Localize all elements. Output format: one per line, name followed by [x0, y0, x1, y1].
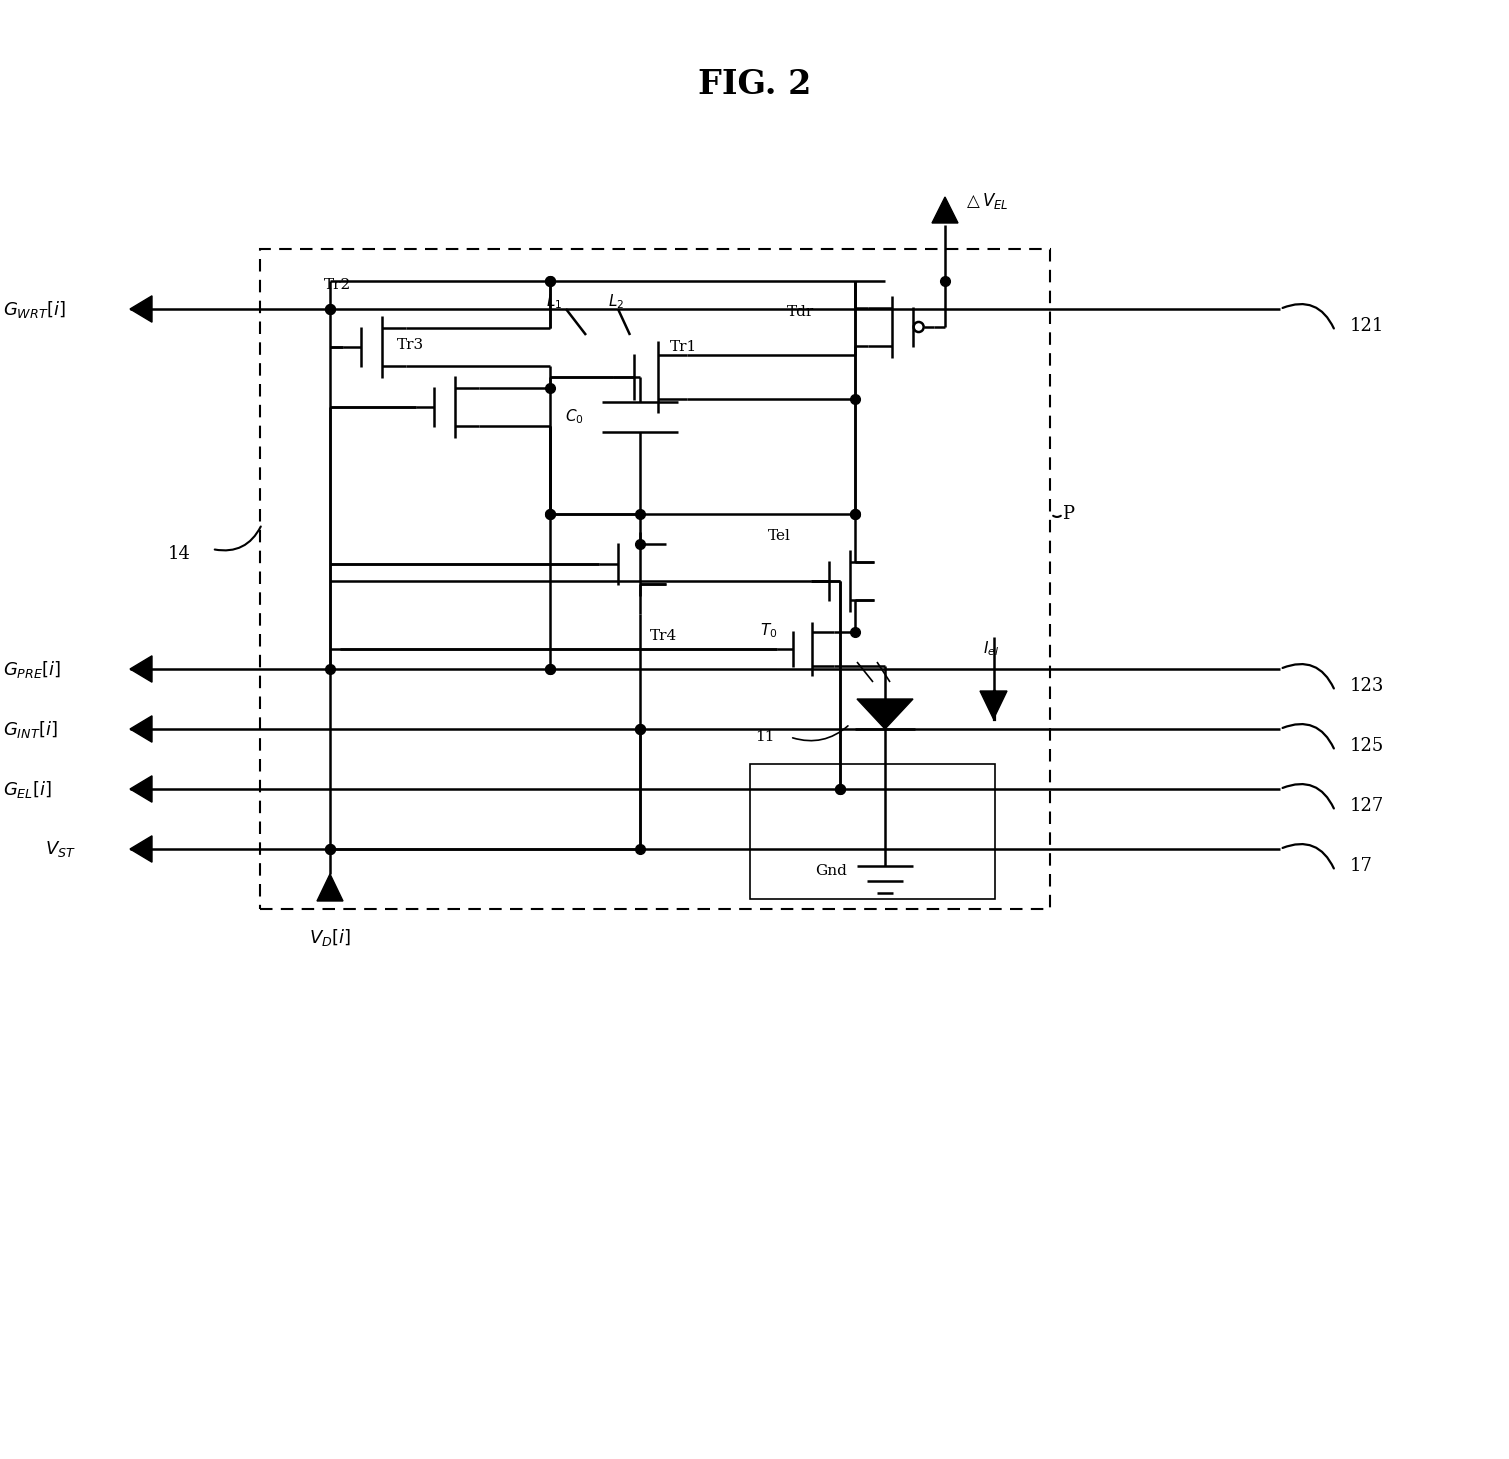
- Text: FIG. 2: FIG. 2: [699, 67, 812, 101]
- Polygon shape: [979, 692, 1007, 719]
- Text: Tdr: Tdr: [788, 305, 815, 320]
- Text: 14: 14: [167, 546, 190, 563]
- Polygon shape: [317, 874, 343, 902]
- Text: 11: 11: [754, 730, 774, 744]
- Text: 125: 125: [1351, 737, 1384, 754]
- Text: Tr3: Tr3: [397, 338, 424, 352]
- Text: $V_{ST}$: $V_{ST}$: [45, 839, 75, 859]
- Text: $G_{WRT}[i]$: $G_{WRT}[i]$: [3, 299, 66, 320]
- Text: $C_0$: $C_0$: [564, 407, 584, 426]
- Text: $L_2$: $L_2$: [608, 293, 625, 311]
- Polygon shape: [130, 836, 152, 862]
- Text: 121: 121: [1351, 317, 1384, 336]
- Text: Gnd: Gnd: [815, 864, 847, 878]
- Text: 17: 17: [1351, 856, 1373, 875]
- Text: $G_{INT}[i]$: $G_{INT}[i]$: [3, 718, 57, 740]
- Text: Tr2: Tr2: [324, 279, 352, 292]
- Text: P: P: [1062, 505, 1074, 522]
- Text: 123: 123: [1351, 677, 1384, 694]
- Text: Tr1: Tr1: [670, 340, 697, 355]
- Polygon shape: [933, 197, 958, 223]
- Polygon shape: [130, 716, 152, 743]
- Text: $V_D[i]$: $V_D[i]$: [309, 926, 352, 947]
- Text: 127: 127: [1351, 797, 1384, 816]
- Text: $G_{PRE}[i]$: $G_{PRE}[i]$: [3, 658, 62, 680]
- Bar: [750, 765, 994, 899]
- Text: $G_{EL}[i]$: $G_{EL}[i]$: [3, 779, 51, 800]
- Polygon shape: [130, 296, 152, 322]
- Bar: [260, 249, 1050, 909]
- Text: $L_1$: $L_1$: [546, 293, 563, 311]
- Polygon shape: [130, 776, 152, 802]
- Text: Tr4: Tr4: [650, 629, 678, 643]
- Text: $\triangle V_{EL}$: $\triangle V_{EL}$: [963, 191, 1010, 212]
- Text: Tel: Tel: [768, 530, 791, 543]
- Polygon shape: [130, 655, 152, 683]
- Polygon shape: [857, 699, 913, 730]
- Text: $T_0$: $T_0$: [761, 622, 777, 641]
- Text: $I_{el}$: $I_{el}$: [982, 639, 999, 658]
